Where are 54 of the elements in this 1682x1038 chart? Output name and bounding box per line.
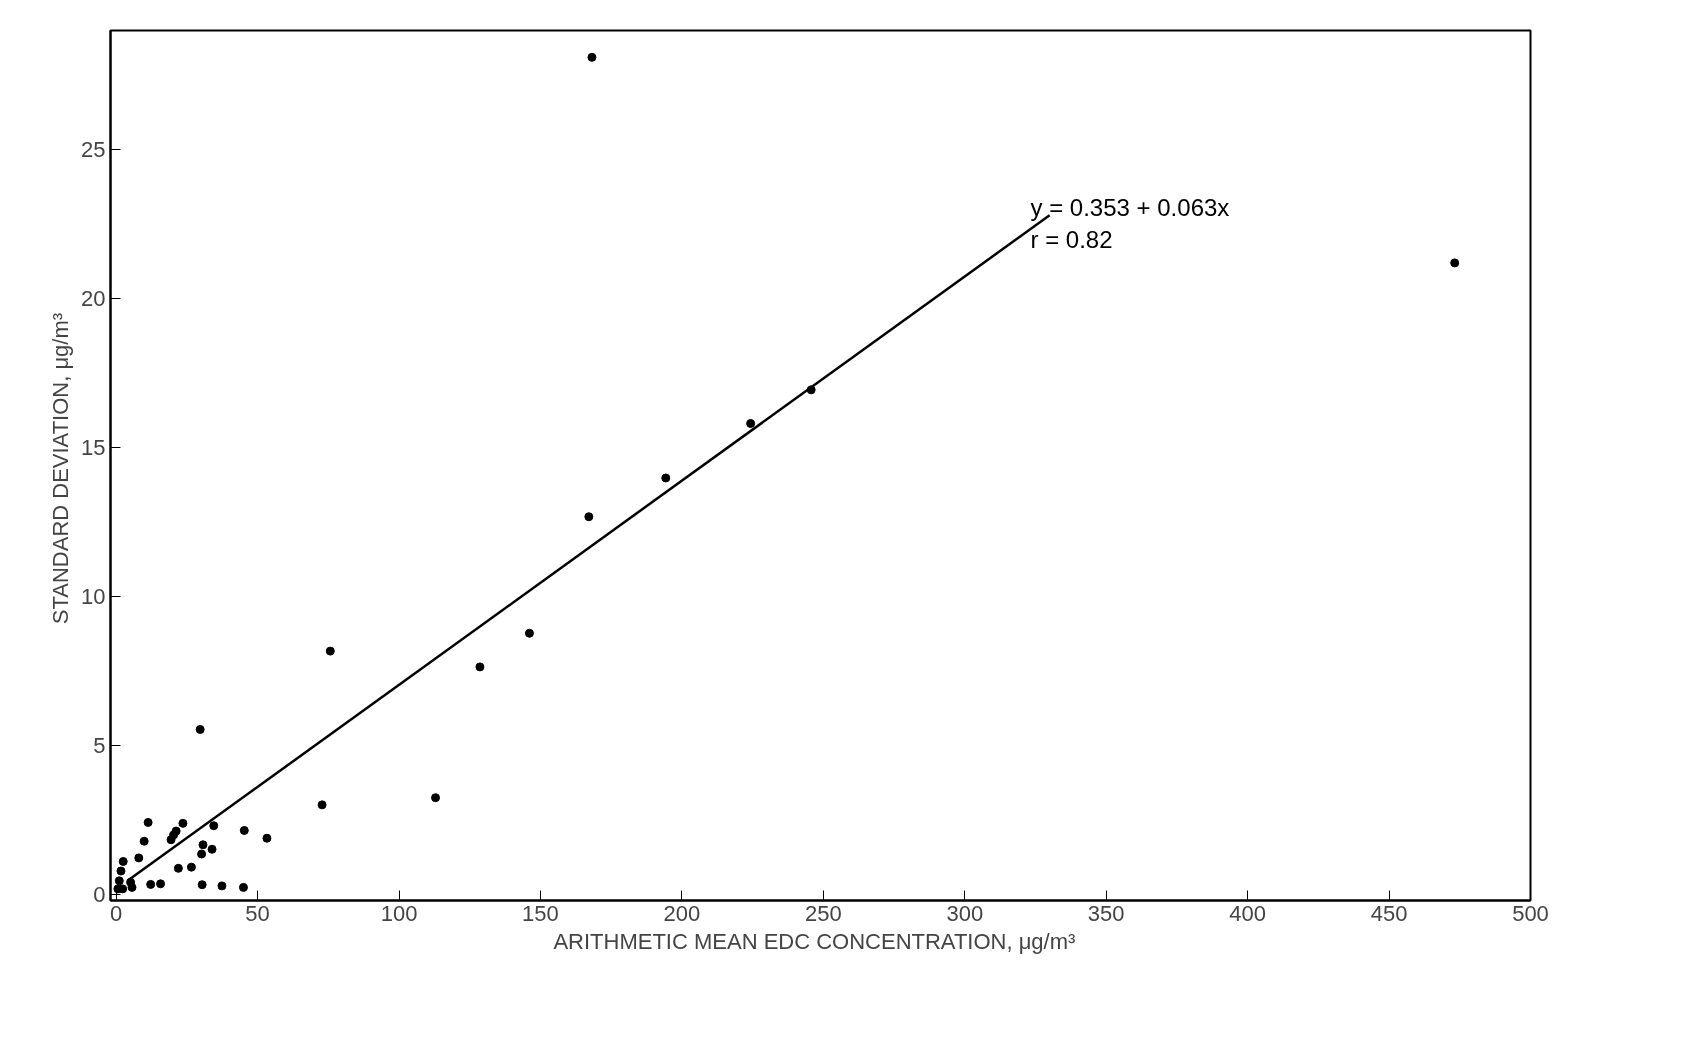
point: [156, 879, 166, 889]
point: [197, 849, 207, 859]
point: [207, 844, 217, 854]
point: [197, 880, 207, 890]
point: [209, 821, 219, 831]
point: [195, 724, 205, 734]
point: [584, 512, 594, 522]
point: [239, 825, 249, 835]
point: [186, 862, 196, 872]
point: [325, 646, 335, 656]
point: [143, 817, 153, 827]
x-tick-label: 250: [804, 900, 842, 926]
x-tick-label: 0: [110, 900, 123, 926]
point: [198, 840, 208, 850]
point: [1450, 258, 1460, 268]
point: [166, 835, 176, 845]
x-tick-label: 100: [380, 900, 418, 926]
point: [134, 853, 144, 863]
point: [587, 52, 597, 62]
point: [475, 662, 485, 672]
point: [431, 793, 441, 803]
point: [116, 866, 126, 876]
point: [746, 419, 756, 428]
point: [146, 879, 156, 889]
x-tick-label: 150: [522, 900, 559, 926]
x-tick-label: 400: [1229, 900, 1266, 926]
x-tick-label: 450: [1370, 900, 1408, 926]
point: [178, 818, 188, 828]
point: [524, 628, 534, 638]
y-tick-label: 15: [81, 435, 106, 461]
point: [127, 882, 137, 892]
point: [661, 473, 671, 483]
point: [114, 876, 124, 886]
x-tick-label: 50: [245, 900, 270, 926]
point: [217, 881, 227, 891]
annotation: y = 0.353 + 0.063x: [1030, 193, 1230, 221]
y-tick-label: 25: [81, 137, 106, 163]
x-axis-title: ARITHMETIC MEAN EDC CONCENTRATION, μg/m³: [553, 928, 1076, 954]
x-tick-label: 300: [946, 900, 984, 926]
point: [139, 836, 149, 846]
x-tick-label: 500: [1512, 900, 1549, 926]
y-axis-title: STANDARD DEVIATION, μg/m³: [48, 312, 74, 625]
y-tick-label: 20: [81, 286, 106, 312]
point: [118, 856, 128, 866]
y-tick-label: 5: [93, 733, 106, 759]
point: [317, 800, 327, 810]
point: [262, 833, 272, 843]
y-tick-label: 0: [93, 882, 106, 908]
x-tick-label: 200: [663, 900, 701, 926]
x-tick-label: 350: [1087, 900, 1125, 926]
y-tick-label: 10: [81, 584, 106, 610]
point: [238, 882, 248, 892]
point: [173, 863, 183, 873]
annotation: r = 0.82: [1030, 225, 1113, 253]
